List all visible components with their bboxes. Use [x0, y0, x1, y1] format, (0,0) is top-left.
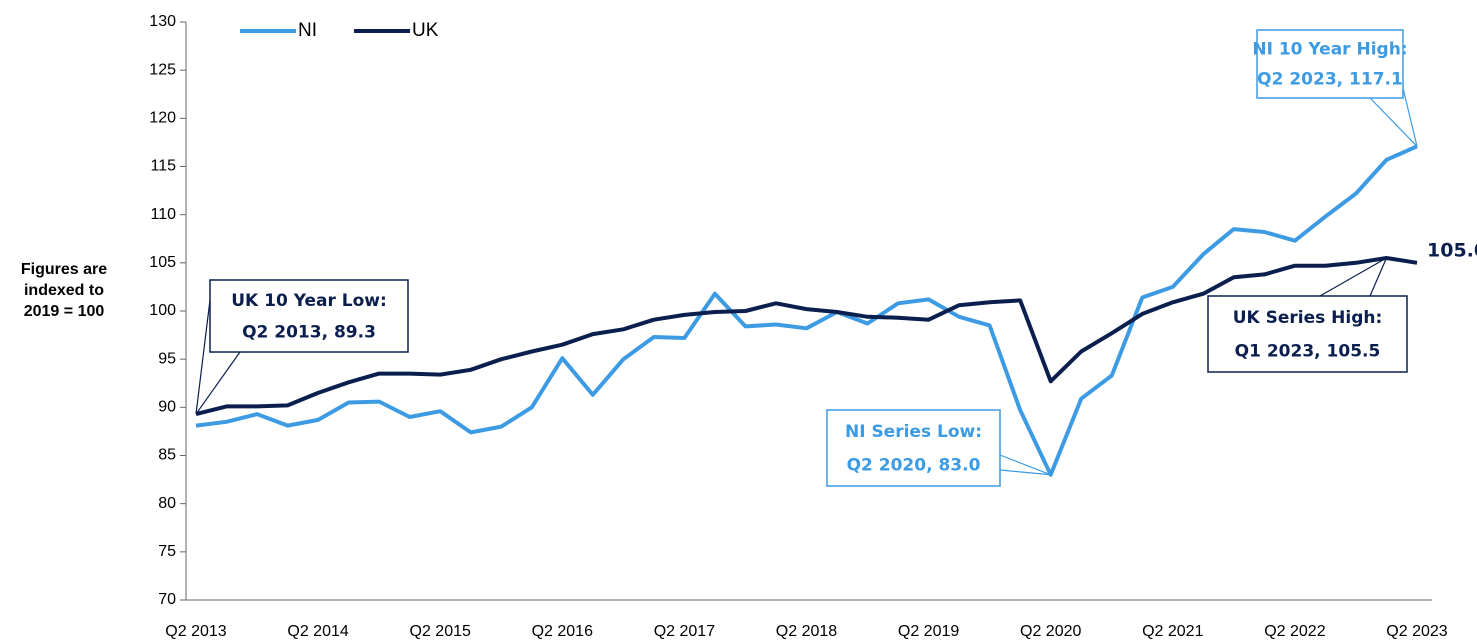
y-tick-label: 105 — [149, 254, 176, 271]
x-tick-label: Q2 2023 — [1386, 623, 1447, 640]
annotation-text: Q2 2020, 83.0 — [847, 455, 981, 475]
annotation-leader — [1369, 257, 1388, 297]
x-tick-label: Q2 2013 — [165, 623, 226, 640]
y-tick-label: 75 — [158, 543, 176, 560]
x-tick-label: Q2 2015 — [410, 623, 471, 640]
data-label: 105.0 — [1427, 239, 1477, 261]
annotation-leader — [1369, 97, 1418, 147]
series-line — [195, 144, 1418, 477]
y-tick-label: 95 — [158, 350, 176, 367]
y-tick-label: 70 — [158, 591, 176, 608]
annotation-text: NI 10 Year High: — [1252, 40, 1407, 60]
annotation-box — [1207, 295, 1408, 373]
y-tick-label: 80 — [158, 495, 176, 512]
x-tick-label: Q2 2016 — [532, 623, 593, 640]
x-tick-label: Q2 2017 — [654, 623, 715, 640]
annotation-text: Q1 2023, 105.5 — [1235, 341, 1381, 361]
legend-label: NI — [298, 20, 317, 41]
annotation-text: Q2 2023, 117.1 — [1257, 70, 1403, 90]
y-tick-label: 115 — [150, 158, 176, 175]
x-tick-label: Q2 2014 — [287, 623, 348, 640]
x-tick-label: Q2 2019 — [898, 623, 959, 640]
x-tick-label: Q2 2018 — [776, 623, 837, 640]
annotation-text: UK 10 Year Low: — [231, 291, 387, 311]
annotation-box — [209, 279, 409, 353]
y-tick-label: 100 — [149, 302, 176, 319]
annotation-text: Q2 2013, 89.3 — [242, 323, 376, 343]
y-tick-label: 85 — [158, 447, 176, 464]
annotation-leader — [1319, 257, 1387, 297]
x-tick-label: Q2 2020 — [1020, 623, 1081, 640]
annotation-leader — [195, 299, 211, 415]
annotation-text: NI Series Low: — [845, 422, 982, 442]
annotation-leader — [999, 454, 1051, 476]
series-line — [195, 256, 1418, 417]
annotation-leader — [1402, 87, 1418, 147]
y-axis-label: Figures are — [21, 261, 107, 278]
y-tick-label: 110 — [150, 206, 176, 223]
annotation-box — [826, 409, 1001, 487]
annotation-leader — [195, 351, 241, 415]
y-tick-label: 90 — [158, 399, 176, 416]
y-tick-label: 125 — [149, 61, 176, 78]
x-tick-label: Q2 2021 — [1142, 623, 1203, 640]
annotation-leader — [999, 469, 1051, 476]
y-axis-label: indexed to — [24, 282, 104, 299]
y-tick-label: 130 — [149, 13, 176, 30]
x-tick-label: Q2 2022 — [1264, 623, 1325, 640]
legend-label: UK — [412, 20, 439, 41]
annotation-text: UK Series High: — [1233, 308, 1383, 328]
y-axis-label: 2019 = 100 — [24, 303, 105, 320]
annotation-box — [1256, 29, 1404, 99]
y-tick-label: 120 — [149, 110, 176, 127]
